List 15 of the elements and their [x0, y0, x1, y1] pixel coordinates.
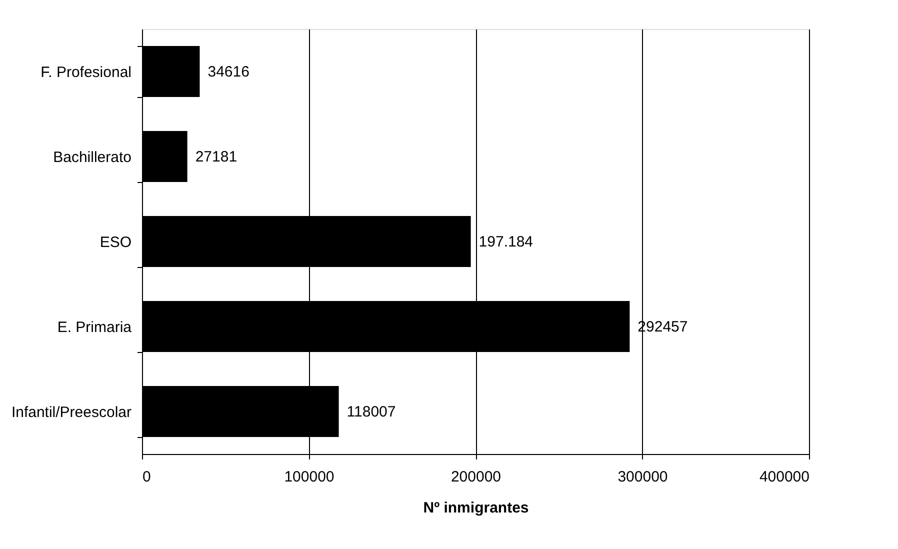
data-label: 27181	[195, 148, 238, 166]
x-tick-label: 400000	[759, 468, 810, 486]
data-label: 197.184	[478, 234, 534, 250]
y-tick-label: ESO	[100, 234, 132, 251]
x-tick-label: 0	[142, 468, 151, 486]
x-tick-label: 100000	[284, 468, 334, 486]
y-tick-label: Bachillerato	[53, 149, 132, 166]
data-label: 34616	[208, 64, 250, 80]
x-axis-title: Nº inmigrantes	[423, 500, 529, 516]
y-tick-label: Infantil/Preescolar	[11, 404, 132, 421]
x-tick-label: 300000	[618, 468, 668, 486]
y-tick-label: E. Primaria	[57, 319, 132, 336]
x-tick-label: 200000	[450, 468, 502, 486]
y-tick-label: F. Profesional	[40, 64, 132, 81]
data-label: 118007	[346, 404, 396, 420]
